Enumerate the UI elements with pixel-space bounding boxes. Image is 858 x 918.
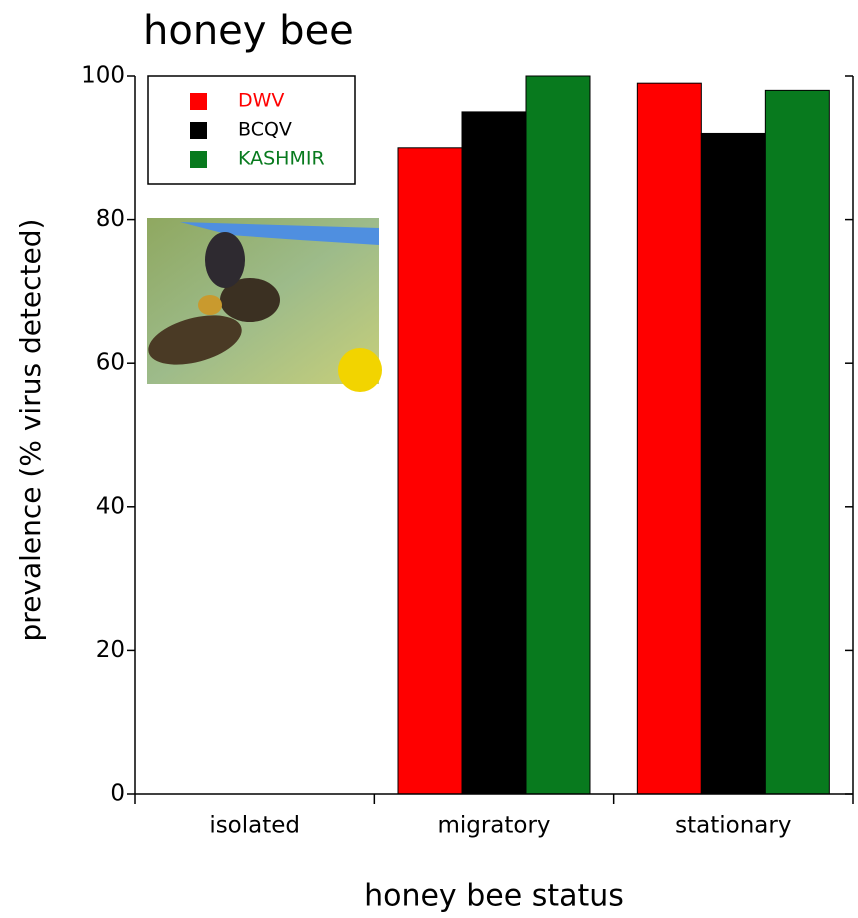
- y-tick-label: 100: [81, 63, 125, 89]
- bar: [462, 112, 526, 794]
- bar: [526, 76, 590, 794]
- x-tick-label: isolated: [209, 813, 300, 839]
- chart-title: honey bee: [143, 8, 354, 54]
- bar: [637, 83, 701, 794]
- x-tick-label: stationary: [675, 813, 791, 839]
- y-tick-label: 40: [96, 493, 125, 519]
- x-tick-label: migratory: [437, 813, 550, 839]
- y-tick-label: 0: [110, 781, 125, 807]
- bar: [398, 148, 462, 794]
- bee-photo: [143, 218, 382, 392]
- legend-swatch: [190, 122, 207, 139]
- y-tick-label: 80: [96, 206, 125, 232]
- legend-label: BCQV: [238, 119, 292, 141]
- legend-label: DWV: [238, 90, 284, 112]
- bar: [765, 90, 829, 794]
- x-axis-label: honey bee status: [364, 879, 624, 914]
- y-tick-label: 60: [96, 350, 125, 376]
- legend-swatch: [190, 151, 207, 168]
- y-tick-label: 20: [96, 637, 125, 663]
- legend-swatch: [190, 93, 207, 110]
- bar: [701, 133, 765, 794]
- chart: honey bee honey bee status prevalence (%…: [0, 0, 858, 918]
- legend-label: KASHMIR: [238, 148, 325, 170]
- y-axis-label: prevalence (% virus detected): [14, 219, 47, 642]
